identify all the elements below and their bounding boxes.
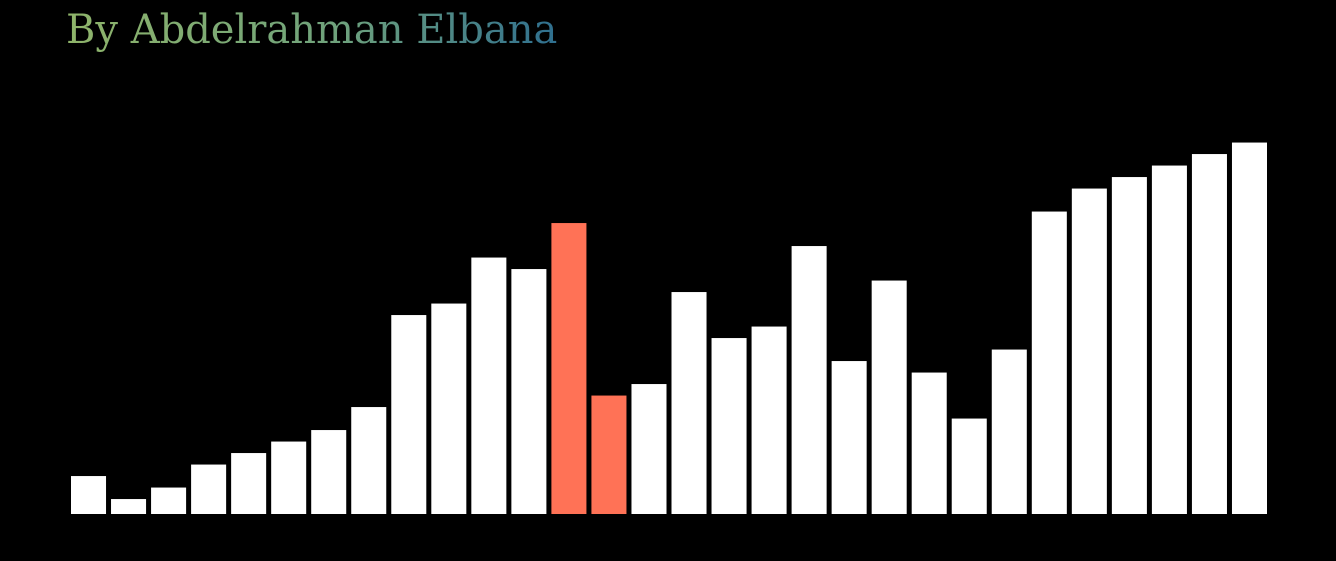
bar-11 xyxy=(471,257,507,514)
bar-27 xyxy=(1111,177,1147,515)
bar-28 xyxy=(1151,165,1187,515)
bar-19 xyxy=(791,246,827,515)
bar-8 xyxy=(351,407,387,514)
bar-17 xyxy=(711,338,747,514)
bar-16 xyxy=(671,292,707,514)
bar-21 xyxy=(871,280,907,514)
bar-2 xyxy=(111,499,147,514)
bar-15 xyxy=(631,384,667,514)
bar-4 xyxy=(191,464,227,514)
bar-1 xyxy=(71,476,107,514)
bar-22 xyxy=(911,372,947,514)
bar-20 xyxy=(831,361,867,514)
bar-12 xyxy=(511,269,547,514)
author-credit: By Abdelrahman Elbana xyxy=(66,4,557,56)
bar-9 xyxy=(391,315,427,514)
bar-29 xyxy=(1191,154,1227,515)
bar-3 xyxy=(151,487,187,514)
bar-10 xyxy=(431,303,467,514)
bar-25 xyxy=(1031,211,1067,515)
bar-7 xyxy=(311,430,347,514)
bar-26 xyxy=(1071,188,1107,515)
bar-5 xyxy=(231,453,267,514)
bar-group xyxy=(71,142,1267,515)
bar-24 xyxy=(991,349,1027,514)
bar-23 xyxy=(951,418,987,514)
bar-30 xyxy=(1231,142,1267,515)
bar-highlight-14 xyxy=(591,395,627,514)
bar-18 xyxy=(751,326,787,514)
bar-6 xyxy=(271,441,307,514)
bar-highlight-13 xyxy=(551,223,587,515)
